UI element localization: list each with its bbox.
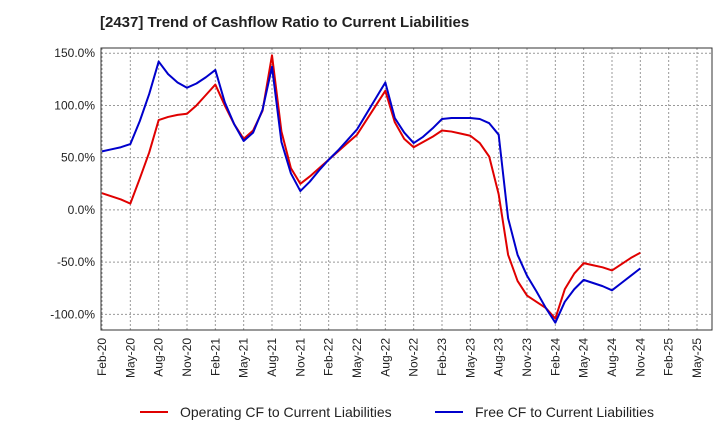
x-tick-label: May-24: [577, 338, 591, 378]
legend-label-free-cf: Free CF to Current Liabilities: [475, 404, 654, 420]
legend-item-operating-cf: Operating CF to Current Liabilities: [140, 404, 392, 420]
y-tick-label: 150.0%: [54, 46, 95, 60]
x-tick-label: Aug-20: [152, 338, 166, 377]
x-tick-label: May-21: [237, 338, 251, 378]
plot-frame: [100, 47, 713, 331]
x-tick-label: Aug-21: [265, 338, 279, 377]
x-tick-label: Feb-21: [208, 338, 222, 376]
series-line-free-cf: [101, 60, 641, 324]
x-tick-label: Aug-23: [492, 338, 506, 377]
y-tick-labels: 150.0% 100.0% 50.0% 0.0% -50.0% -100.0%: [50, 46, 95, 321]
series-line-operating-cf: [101, 54, 641, 320]
grid-layer: [101, 48, 712, 330]
y-tick-label: 100.0%: [54, 98, 95, 112]
legend: Operating CF to Current Liabilities Free…: [0, 404, 720, 426]
x-tick-label: May-23: [463, 338, 477, 378]
x-tick-label: Feb-24: [548, 338, 562, 376]
y-tick-label: 50.0%: [61, 151, 95, 165]
y-tick-label: -100.0%: [50, 307, 95, 321]
x-tick-label: Nov-20: [180, 338, 194, 377]
x-tick-label: May-20: [123, 338, 137, 378]
x-tick-labels: Feb-20 May-20 Aug-20 Nov-20 Feb-21 May-21 Aug-…: [95, 338, 704, 378]
y-tick-label: 0.0%: [68, 203, 96, 217]
x-tick-label: Aug-22: [378, 338, 392, 377]
x-tick-label: Feb-20: [95, 338, 109, 376]
legend-label-operating-cf: Operating CF to Current Liabilities: [180, 404, 392, 420]
x-tick-label: Feb-25: [662, 338, 676, 376]
x-tick-label: Nov-23: [520, 338, 534, 377]
x-tick-label: Nov-22: [407, 338, 421, 377]
y-tick-label: -50.0%: [57, 255, 95, 269]
series-layer: [101, 54, 641, 324]
x-tick-label: Nov-24: [633, 338, 647, 377]
x-tick-label: Aug-24: [605, 338, 619, 377]
legend-swatch-free-cf: [435, 411, 463, 413]
x-tick-label: May-22: [350, 338, 364, 378]
legend-swatch-operating-cf: [140, 411, 168, 413]
legend-item-free-cf: Free CF to Current Liabilities: [435, 404, 654, 420]
x-tick-label: Feb-23: [435, 338, 449, 376]
x-tick-label: Feb-22: [322, 338, 336, 376]
x-tick-label: Nov-21: [293, 338, 307, 377]
chart-title: [2437] Trend of Cashflow Ratio to Curren…: [100, 14, 470, 31]
x-tick-label: May-25: [690, 338, 704, 378]
